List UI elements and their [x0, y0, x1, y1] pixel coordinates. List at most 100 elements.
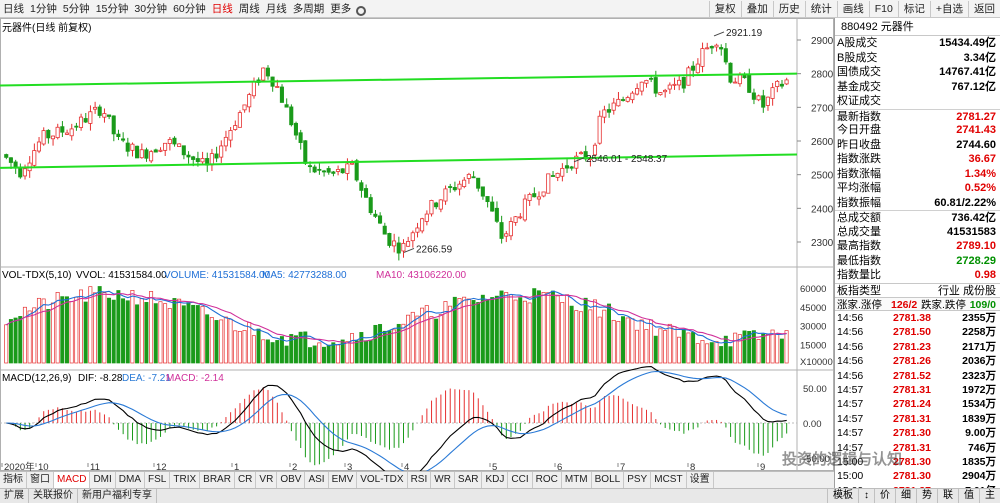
- candle-body: [761, 95, 766, 108]
- indicator-tab-PSY[interactable]: PSY: [624, 472, 652, 488]
- period-tab-0[interactable]: 日线: [3, 3, 24, 15]
- indicator-tab-OBV[interactable]: OBV: [277, 472, 306, 488]
- toolbar-button-2[interactable]: 历史: [772, 1, 805, 18]
- volume-bar: [307, 347, 312, 364]
- indicator-tab-EMV[interactable]: EMV: [329, 472, 358, 488]
- date-label: 10: [38, 462, 49, 471]
- volume-bar: [373, 324, 378, 364]
- tick-list[interactable]: 14:56 2781.38 2355万 14:56 2781.50 2258万 14:56 2…: [835, 311, 1000, 503]
- date-label: 1: [234, 462, 239, 471]
- period-tab-3[interactable]: 15分钟: [95, 3, 129, 15]
- tick-price: 2781.38: [893, 312, 931, 324]
- dif-line: [6, 366, 787, 471]
- toolbar-button-7[interactable]: +自选: [929, 1, 968, 18]
- index-name: 元器件: [880, 21, 914, 33]
- indicator-tab-SAR[interactable]: SAR: [455, 472, 483, 488]
- candle-body: [354, 160, 359, 181]
- indicator-tab-VR[interactable]: VR: [256, 472, 278, 488]
- candle-body: [55, 126, 60, 139]
- macd-axis-label: 50.00: [803, 384, 827, 395]
- toolbar-button-5[interactable]: F10: [868, 1, 898, 18]
- volume-bar: [424, 305, 429, 364]
- indicator-tab-WR[interactable]: WR: [431, 472, 455, 488]
- period-tab-2[interactable]: 5分钟: [62, 3, 90, 15]
- candle-body: [303, 140, 308, 164]
- footer-tail-5[interactable]: 主: [979, 489, 1000, 503]
- tick-volume: 746万: [967, 441, 996, 454]
- kline-chart[interactable]: 2900 2800 2700 2600 2500 2400 2300 2921.19 2266.…: [0, 18, 834, 471]
- footer-tail-2[interactable]: 势: [916, 489, 937, 503]
- volume-bar: [443, 301, 448, 364]
- chart-area[interactable]: 2900 2800 2700 2600 2500 2400 2300 2921.19 2266.…: [0, 18, 834, 490]
- indicator-tab-ASI[interactable]: ASI: [305, 472, 329, 488]
- candle-body: [177, 143, 182, 147]
- candle-body: [349, 162, 355, 165]
- indicator-tab-DMI[interactable]: DMI: [90, 472, 116, 488]
- candle-body: [50, 135, 55, 140]
- toolbar-button-8[interactable]: 返回: [968, 1, 1000, 18]
- footer-item-0[interactable]: 扩展: [0, 489, 29, 503]
- candle-body: [480, 186, 485, 197]
- volume-bar: [382, 330, 387, 364]
- price-label: 2600: [811, 137, 834, 148]
- footer-tail-4[interactable]: 值: [958, 489, 979, 503]
- indicator-tab-设置[interactable]: 设置: [687, 472, 714, 488]
- date-label: 12: [156, 462, 167, 471]
- footer-right-0[interactable]: 模板: [827, 489, 858, 503]
- tick-time: 15:00: [837, 470, 864, 483]
- indicator-tab-窗口[interactable]: 窗口: [27, 472, 54, 488]
- indicator-tab-VOL-TDX[interactable]: VOL-TDX: [357, 472, 408, 488]
- footer-tail-1[interactable]: 细: [895, 489, 916, 503]
- toolbar-button-4[interactable]: 画线: [836, 1, 869, 18]
- footer-tail-3[interactable]: 联: [937, 489, 958, 503]
- gear-icon[interactable]: [356, 6, 367, 16]
- toolbar-button-0[interactable]: 复权: [708, 1, 741, 18]
- volume-bar: [625, 317, 630, 364]
- indicator-tab-TRIX[interactable]: TRIX: [170, 472, 201, 488]
- indicator-tab-BRAR[interactable]: BRAR: [200, 472, 235, 488]
- footer-right-1[interactable]: ↕: [858, 489, 874, 503]
- footer-tail-0[interactable]: 价: [874, 489, 895, 503]
- toolbar-button-1[interactable]: 叠加: [740, 1, 773, 18]
- footer-item-1[interactable]: 关联报价: [29, 489, 78, 503]
- period-tab-9[interactable]: 多周期: [292, 3, 325, 15]
- stat-row: 总成交额 736.42亿: [835, 210, 1000, 225]
- volume-bar: [233, 330, 238, 364]
- vol-ma10: MA10: 43106220.00: [376, 270, 467, 281]
- indicator-tab-DMA[interactable]: DMA: [116, 472, 146, 488]
- indicator-tab-CR[interactable]: CR: [235, 472, 257, 488]
- indicator-tab-指标[interactable]: 指标: [0, 472, 27, 488]
- period-tab-5[interactable]: 60分钟: [173, 3, 206, 15]
- candle-body: [457, 183, 462, 190]
- indicator-tab-MACD[interactable]: MACD: [54, 472, 91, 488]
- period-tab-8[interactable]: 月线: [265, 3, 287, 15]
- volume-bar: [775, 333, 780, 364]
- period-tab-1[interactable]: 1分钟: [30, 3, 57, 15]
- toolbar-button-6[interactable]: 标记: [897, 1, 930, 18]
- tick-volume: 2355万: [962, 312, 996, 324]
- period-tab-4[interactable]: 30分钟: [134, 3, 168, 15]
- indicator-tab-KDJ[interactable]: KDJ: [482, 472, 509, 488]
- tick-time: 14:57: [837, 412, 864, 425]
- tick-time: 14:57: [837, 427, 864, 440]
- indicator-tab-RSI[interactable]: RSI: [408, 472, 432, 488]
- price-label: 2700: [811, 103, 834, 114]
- indicator-tab-FSL[interactable]: FSL: [145, 472, 171, 488]
- indicator-tab-MCST[interactable]: MCST: [651, 472, 687, 488]
- period-tab-7[interactable]: 周线: [238, 3, 260, 15]
- candle-body: [644, 79, 649, 84]
- footer-item-2[interactable]: 新用户福利专享: [78, 489, 157, 503]
- macd-dea: DEA: -7.21: [122, 373, 171, 384]
- indicator-tab-CCI[interactable]: CCI: [508, 472, 533, 488]
- indicator-tab-BOLL[interactable]: BOLL: [592, 472, 625, 488]
- toolbar-button-3[interactable]: 统计: [804, 1, 837, 18]
- volume-bar: [32, 307, 37, 364]
- period-tab-6[interactable]: 日线: [211, 3, 233, 15]
- status-footer: 扩展 关联报价 新用户福利专享 模板 ↕ 价细势联值主: [0, 488, 1000, 503]
- period-tab-10[interactable]: 更多: [330, 3, 352, 15]
- vol-ma5-line: [6, 290, 787, 347]
- indicator-tab-ROC[interactable]: ROC: [533, 472, 562, 488]
- candle-body: [340, 168, 345, 174]
- volume-bar: [289, 334, 294, 364]
- indicator-tab-MTM[interactable]: MTM: [562, 472, 592, 488]
